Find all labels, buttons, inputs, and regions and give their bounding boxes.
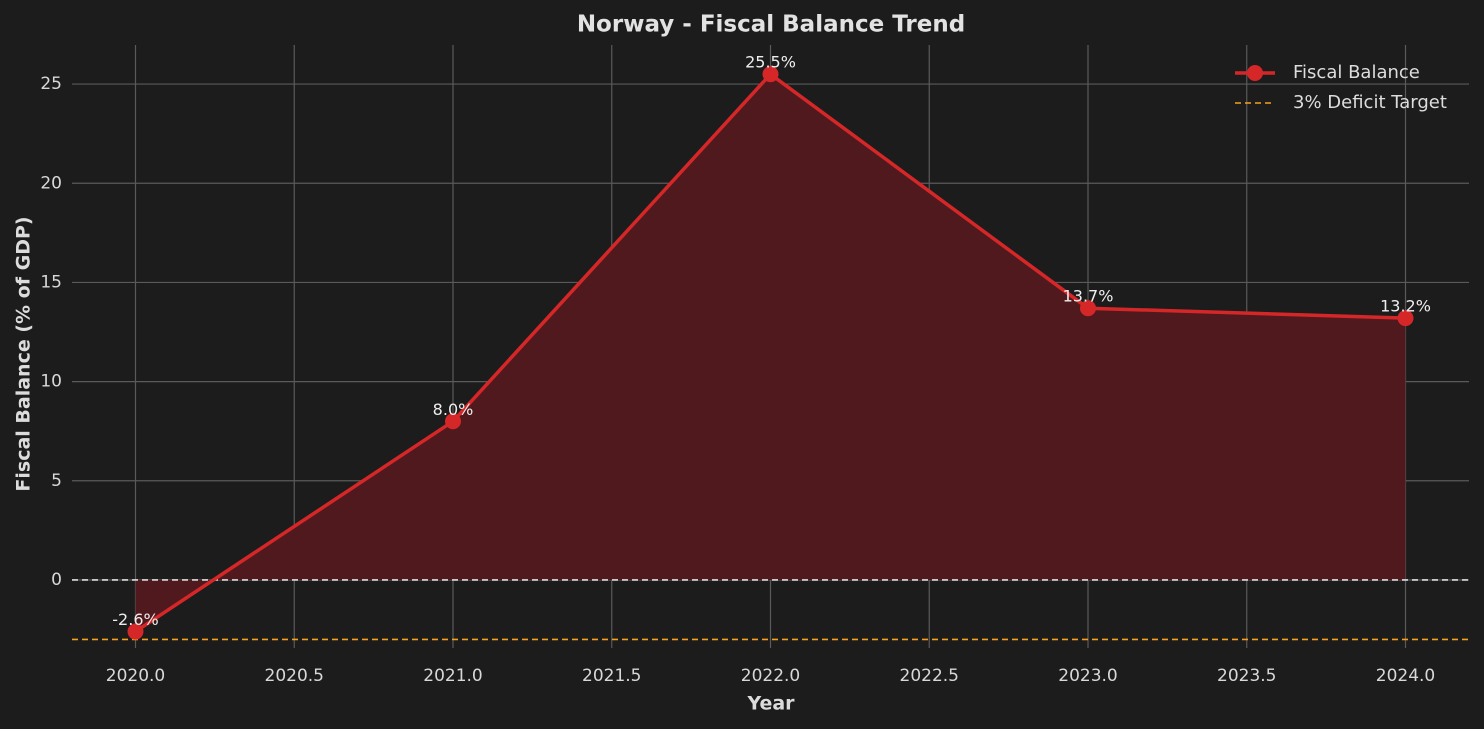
y-tick-label: 15: [40, 272, 62, 292]
marker: [1397, 310, 1414, 327]
value-label: 13.7%: [1063, 287, 1114, 306]
x-tick-label: 2021.0: [423, 666, 482, 686]
marker: [762, 66, 779, 83]
legend-label: Fiscal Balance: [1293, 62, 1420, 83]
x-tick-label: 2024.0: [1376, 666, 1435, 686]
x-tick-label: 2022.5: [900, 666, 959, 686]
value-label: 25.5%: [745, 53, 796, 72]
x-tick-label: 2020.5: [265, 666, 324, 686]
marker: [1080, 300, 1096, 317]
chart-title: Norway - Fiscal Balance Trend: [577, 12, 965, 38]
y-axis-label: Fiscal Balance (% of GDP): [13, 216, 35, 491]
legend-label: 3% Deficit Target: [1293, 92, 1447, 113]
value-label: -2.6%: [112, 610, 158, 629]
value-label: 8.0%: [433, 400, 474, 419]
x-tick-label: 2020.0: [106, 666, 165, 686]
x-tick-label: 2022.0: [741, 666, 800, 686]
x-tick-label: 2023.5: [1217, 666, 1276, 686]
y-tick-label: 5: [51, 471, 62, 491]
y-tick-label: 10: [40, 372, 62, 392]
y-tick-label: 0: [51, 570, 62, 590]
y-tick-label: 25: [40, 74, 62, 94]
marker: [445, 413, 461, 430]
x-tick-label: 2023.0: [1058, 666, 1117, 686]
value-label: 13.2%: [1380, 297, 1431, 316]
x-tick-label: 2021.5: [582, 666, 641, 686]
x-axis-label: Year: [746, 693, 795, 715]
y-tick-label: 20: [40, 173, 62, 193]
marker: [127, 623, 144, 640]
legend-marker: [1247, 65, 1263, 81]
area: [135, 74, 1406, 632]
